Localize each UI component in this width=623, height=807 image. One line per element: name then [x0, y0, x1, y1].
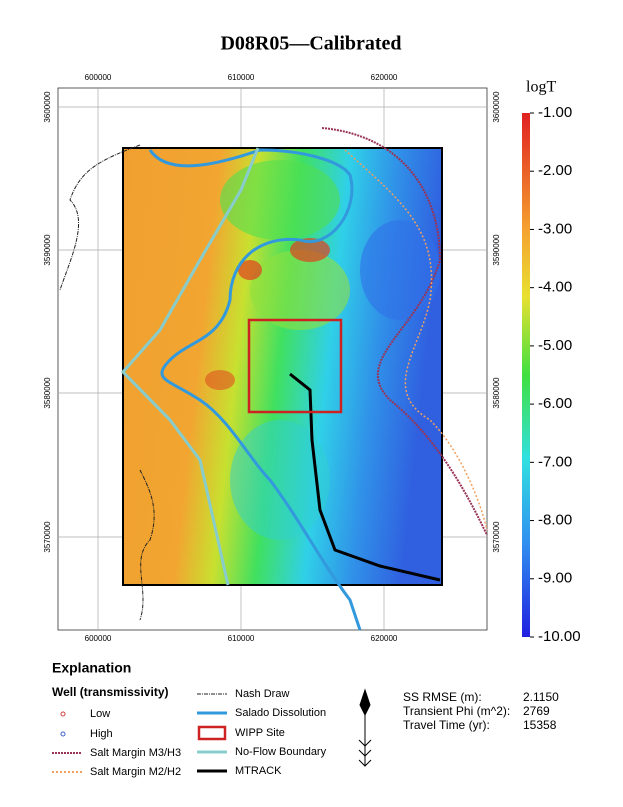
colorbar-title: logT: [526, 79, 556, 96]
colorbar-label: -7.00: [538, 453, 572, 470]
bottom-tick-label: 610000: [228, 634, 255, 643]
left-tick-label: 3570000: [43, 521, 52, 553]
left-tick-label: 3590000: [43, 234, 52, 266]
top-tick-label: 600000: [85, 73, 112, 82]
legend-item: Nash Draw: [235, 688, 289, 700]
legend-item: Salt Margin M3/H3: [90, 747, 181, 759]
legend-item: No-Flow Boundary: [235, 746, 327, 758]
right-tick-label: 3600000: [492, 91, 501, 123]
colorbar: [522, 113, 530, 637]
title: D08R05—Calibrated: [220, 33, 401, 55]
colorbar-label: -10.00: [538, 628, 581, 645]
top-tick-label: 610000: [228, 73, 255, 82]
colorbar-label: -2.00: [538, 162, 572, 179]
colorbar-label: -9.00: [538, 570, 572, 587]
model-domain: [122, 147, 443, 586]
colorbar-label: -1.00: [538, 104, 572, 121]
colorbar-label: -4.00: [538, 279, 572, 296]
stat-value: 2.1150: [523, 690, 559, 704]
colorbar-label: -8.00: [538, 512, 572, 529]
legend-item: High: [90, 728, 113, 740]
map-lines: [59, 127, 488, 631]
stat-value: 15358: [523, 718, 557, 732]
legend-item: WIPP Site: [235, 727, 285, 739]
legend-item: Salado Dissolution: [235, 707, 326, 719]
stat-value: 2769: [523, 704, 550, 718]
bottom-tick-label: 620000: [371, 634, 398, 643]
legend-title: Explanation: [52, 660, 131, 676]
legend-symbols: [52, 693, 227, 773]
north-arrow: [358, 688, 372, 767]
right-tick-label: 3570000: [492, 521, 501, 553]
stat-label: SS RMSE (m):: [403, 690, 482, 704]
legend-item: Salt Margin M2/H2: [90, 766, 181, 778]
right-tick-label: 3580000: [492, 377, 501, 409]
left-tick-label: 3580000: [43, 377, 52, 409]
stat-label: Travel Time (yr):: [403, 718, 490, 732]
legend-item: MTRACK: [235, 765, 282, 777]
colorbar-label: -3.00: [538, 220, 572, 237]
left-tick-label: 3600000: [43, 91, 52, 123]
legend-subtitle: Well (transmissivity): [52, 685, 168, 699]
stat-label: Transient Phi (m^2):: [403, 704, 510, 718]
bottom-tick-label: 600000: [85, 634, 112, 643]
top-tick-label: 620000: [371, 73, 398, 82]
legend-item: Low: [90, 708, 110, 720]
right-tick-label: 3590000: [492, 234, 501, 266]
colorbar-label: -5.00: [538, 337, 572, 354]
colorbar-label: -6.00: [538, 395, 572, 412]
